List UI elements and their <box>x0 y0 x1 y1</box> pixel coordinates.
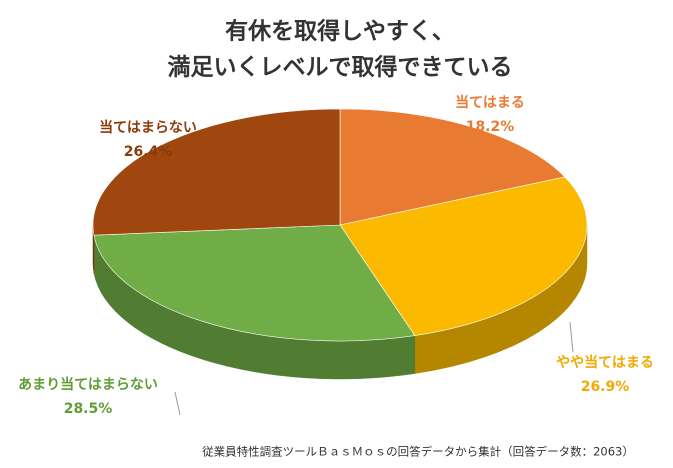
source-note: 従業員特性調査ツールＢａｓＭｏｓの回答データから集計（回答データ数：2063） <box>202 445 634 459</box>
chart-title: 有休を取得しやすく、 <box>225 18 455 45</box>
slice-label: あまり当てはまらない <box>18 376 158 393</box>
slice <box>93 224 416 342</box>
slice <box>339 176 588 336</box>
leader-line <box>174 391 181 416</box>
slice-label: やや当てはまる <box>556 354 654 371</box>
leader-line <box>569 321 574 353</box>
slice <box>339 108 566 226</box>
slice-label: 当てはまらない <box>99 119 197 136</box>
slice <box>92 108 341 236</box>
slice-label: 当てはまる <box>455 94 525 111</box>
chart-title: 満足いくレベルで取得できている <box>168 54 513 81</box>
value-label: 18.2% <box>466 119 515 135</box>
value-label: 26.9% <box>581 379 630 395</box>
value-label: 28.5% <box>64 401 113 417</box>
value-label: 26.4% <box>124 144 173 160</box>
